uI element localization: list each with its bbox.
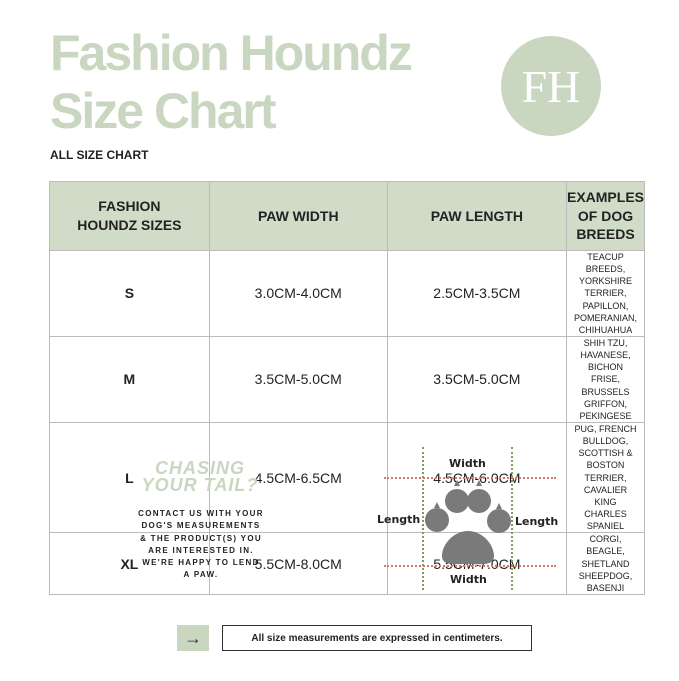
width-cell: 3.0CM-4.0CM — [208, 250, 388, 337]
length-label-left: Length — [377, 513, 421, 526]
width-cell: 5.5CM-8.0CM — [208, 532, 388, 595]
size-cell: S — [49, 250, 210, 337]
width-cell: 3.5CM-5.0CM — [208, 335, 388, 423]
size-table: FASHION HOUNDZ SIZES PAW WIDTH PAW LENGT… — [49, 181, 646, 595]
page-title-line2: Size Chart — [50, 83, 277, 139]
size-cell: M — [49, 335, 210, 423]
width-label-top: Width — [449, 457, 486, 470]
paw-icon — [425, 480, 511, 565]
size-cell: L — [49, 421, 210, 534]
header-sizes: FASHION HOUNDZ SIZES — [49, 181, 210, 251]
contact-text: CONTACT US WITH YOUR DOG'S MEASUREMENTS … — [138, 509, 264, 580]
contact-heading: CHASING YOUR TAIL? — [141, 458, 259, 496]
length-cell: 3.5CM-5.0CM — [386, 335, 567, 423]
header-paw-length: PAW LENGTH — [386, 181, 567, 251]
length-label-right: Length — [515, 515, 559, 528]
width-guide-right — [511, 447, 513, 590]
header-paw-width: PAW WIDTH — [208, 181, 388, 251]
width-guide-left — [422, 447, 424, 590]
length-guide-bottom — [384, 565, 556, 567]
measurement-note: All size measurements are expressed in c… — [222, 625, 532, 651]
subtitle: ALL SIZE CHART — [50, 148, 149, 162]
brand-logo: FH — [501, 36, 601, 136]
length-guide-top — [384, 477, 556, 479]
width-cell: 4.5CM-6.5CM — [208, 421, 388, 534]
width-label-bottom: Width — [450, 573, 487, 586]
breeds-cell: SHIH TZU, HAVANESE, BICHON FRISE, BRUSSE… — [565, 335, 646, 423]
table-row: S 3.0CM-4.0CM 2.5CM-3.5CM TEACUP BREEDS, YO… — [49, 250, 646, 337]
breeds-cell: CORGI, BEAGLE, SHETLAND SHEEPDOG, BASENJ… — [565, 532, 646, 595]
table-row: M 3.5CM-5.0CM 3.5CM-5.0CM SHIH TZU, HAVANES… — [49, 335, 646, 423]
length-cell: 2.5CM-3.5CM — [386, 250, 567, 337]
header-breeds: EXAMPLES OF DOG BREEDS — [565, 181, 646, 251]
arrow-right-icon: → — [177, 625, 209, 651]
breeds-cell: PUG, FRENCH BULLDOG, SCOTTISH & BOSTON T… — [565, 421, 646, 534]
page-title-line1: Fashion Houndz — [50, 25, 413, 81]
size-cell: XL — [49, 532, 210, 595]
table-header-row: FASHION HOUNDZ SIZES PAW WIDTH PAW LENGT… — [49, 181, 646, 251]
breeds-cell: TEACUP BREEDS, YORKSHIRE TERRIER, PAPILL… — [565, 250, 646, 337]
